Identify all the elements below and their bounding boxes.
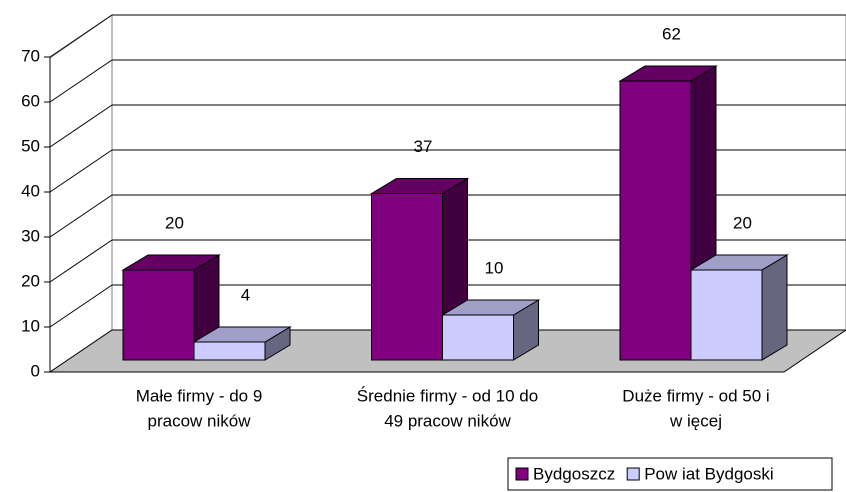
- bar: [122, 269, 195, 361]
- bar: [442, 314, 514, 361]
- y-tick-label: 70: [21, 46, 40, 65]
- legend-swatch: [515, 467, 529, 481]
- value-label: 20: [733, 213, 752, 232]
- x-tick-label: w ięcej: [669, 411, 722, 430]
- y-tick-label: 10: [21, 316, 40, 335]
- value-label: 10: [485, 258, 504, 277]
- legend: Bydgoszcz Pow iat Bydgoski: [507, 457, 833, 491]
- y-tick-label: 60: [21, 91, 40, 110]
- legend-label: Pow iat Bydgoski: [644, 464, 773, 483]
- bar-side: [761, 254, 788, 361]
- grid-line: [49, 284, 113, 328]
- x-tick-label: Małe firmy - do 9: [136, 386, 263, 405]
- grid-line: [49, 194, 113, 238]
- x-tick-label: pracow ników: [148, 411, 252, 430]
- value-label: 62: [662, 24, 681, 43]
- grid-line: [49, 104, 113, 148]
- y-tick-label: 20: [21, 271, 40, 290]
- bar: [193, 341, 266, 361]
- y-tick-label: 30: [21, 226, 40, 245]
- value-label: 4: [241, 285, 250, 304]
- bars: [121, 65, 789, 361]
- y-tick-label: 40: [21, 181, 40, 200]
- y-tick-label: 50: [21, 136, 40, 155]
- x-tick-label: Duże firmy - od 50 i: [622, 386, 769, 405]
- legend-label: Bydgoszcz: [533, 464, 615, 483]
- grid-line: [49, 59, 113, 103]
- legend-box: [507, 457, 833, 491]
- grid-line: [49, 14, 113, 58]
- grid: [49, 14, 846, 328]
- y-tick-label: 0: [31, 361, 40, 380]
- x-tick-label: 49 pracow ników: [384, 411, 511, 430]
- bar: [690, 269, 763, 361]
- x-tick-label: Średnie firmy - od 10 do: [357, 386, 538, 405]
- value-label: 20: [165, 213, 184, 232]
- legend-swatch: [626, 467, 640, 481]
- value-label: 37: [414, 137, 433, 156]
- grid-line: [49, 149, 113, 193]
- bar: [371, 193, 443, 361]
- bar: [619, 80, 692, 361]
- side-wall: [49, 14, 113, 373]
- grid-line: [49, 239, 113, 283]
